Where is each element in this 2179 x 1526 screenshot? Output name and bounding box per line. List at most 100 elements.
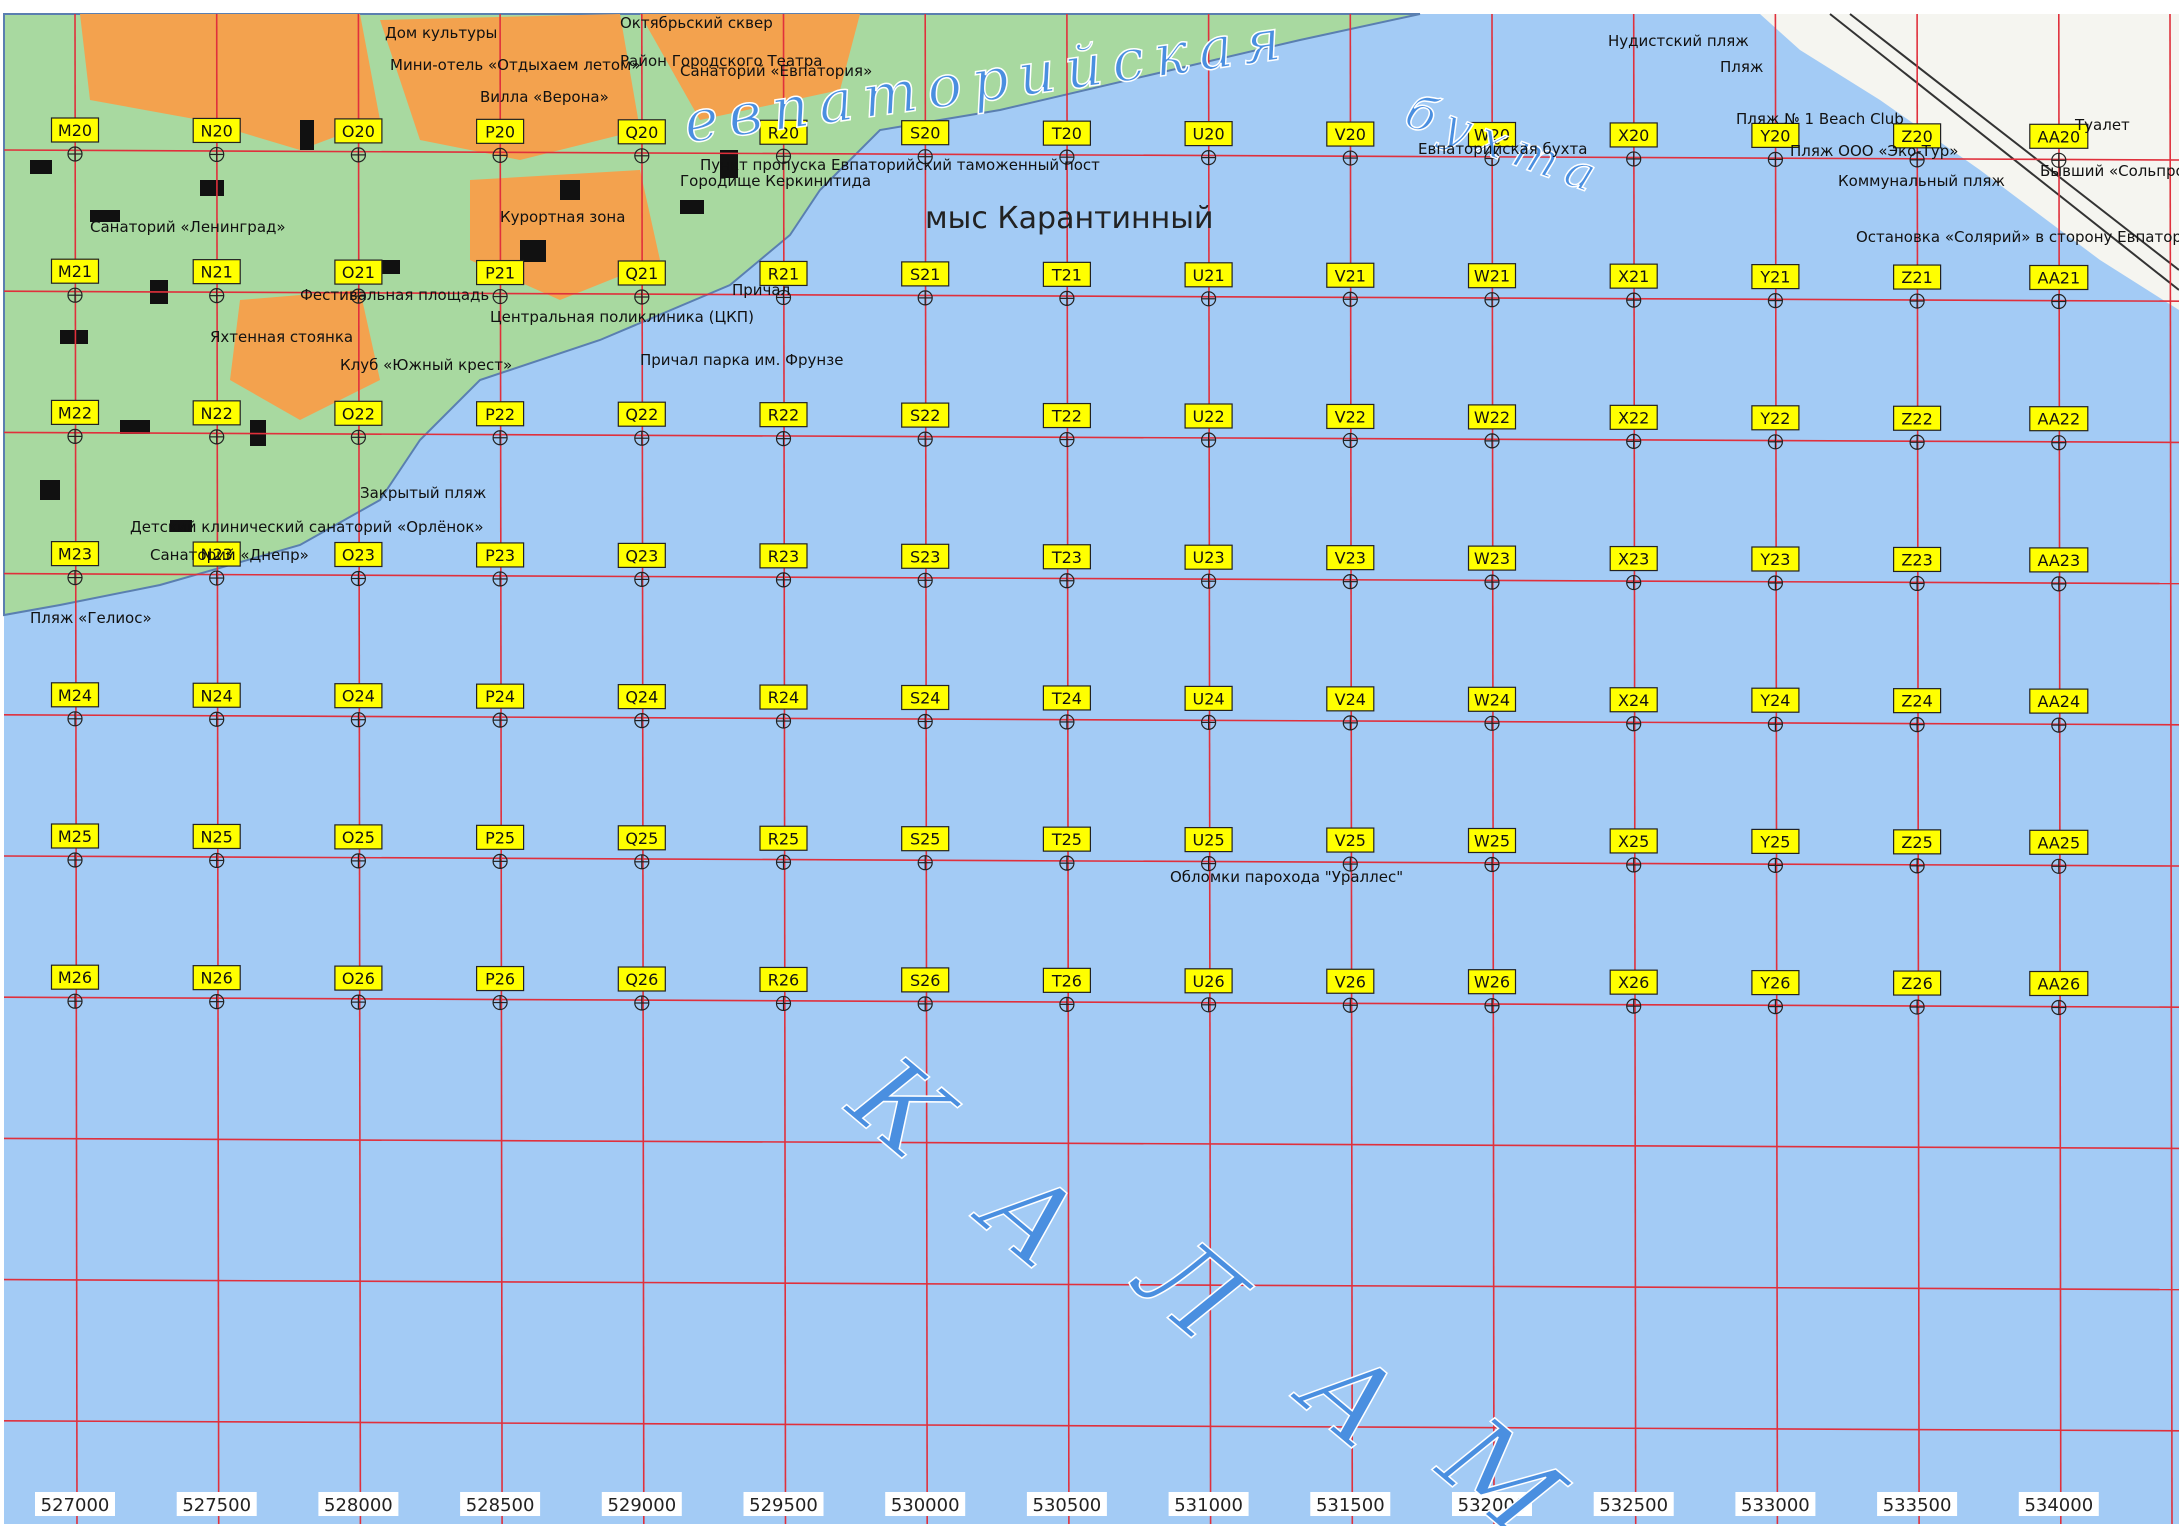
cell-label: W22: [1474, 408, 1510, 427]
easting-box: [1877, 1492, 1958, 1516]
cell-label: V22: [1335, 407, 1366, 426]
cell-label: P21: [485, 264, 515, 283]
cell-label: U26: [1193, 972, 1225, 991]
cell-box: [476, 118, 525, 144]
cell-label: AA20: [2037, 127, 2080, 146]
cell-box: [759, 684, 808, 710]
cell-box: [1184, 826, 1233, 853]
easting-label: 527000: [41, 1495, 110, 1516]
cell-box: [334, 259, 383, 285]
cell-label: Z24: [1901, 692, 1932, 711]
cell-label: T21: [1051, 265, 1082, 284]
cell-box: [1467, 263, 1517, 289]
cell-label: U25: [1193, 831, 1225, 850]
cell-box: [1751, 264, 1800, 290]
cell-box: [1467, 827, 1517, 854]
cell-label: U24: [1193, 689, 1225, 708]
cell-box: [617, 260, 666, 286]
cell-label: N20: [201, 121, 233, 140]
cell-box: [901, 684, 950, 711]
cell-label: Z26: [1901, 974, 1932, 993]
cell-label: S21: [910, 265, 941, 284]
cell-label: T24: [1051, 689, 1082, 708]
cell-box: [192, 400, 241, 426]
cell-label: N21: [201, 263, 233, 282]
cell-label: Z22: [1901, 409, 1932, 428]
cell-label: M26: [58, 968, 92, 987]
cell-box: [1892, 829, 1942, 855]
cell-box: [1326, 262, 1375, 288]
place-name: Яхтенная стоянка: [210, 328, 353, 346]
cell-label: O24: [342, 687, 375, 706]
easting-box: [35, 1492, 115, 1516]
cell-box: [1184, 262, 1233, 288]
cell-box: [1184, 544, 1233, 570]
cell-label: U20: [1193, 125, 1225, 144]
cell-label: R22: [768, 406, 799, 425]
grid-line: [3, 855, 2179, 867]
cell-label: O21: [342, 263, 375, 282]
cell-box: [1892, 546, 1942, 573]
easting-box: [460, 1492, 541, 1516]
cell-box: [476, 824, 525, 850]
cell-label: AA25: [2037, 833, 2080, 852]
easting-box: [1168, 1492, 1249, 1516]
land-east: [1760, 14, 2179, 310]
place-name: Район Городского Театра: [620, 52, 822, 70]
place-name: Туалет: [2074, 116, 2130, 134]
cell-box: [1042, 120, 1092, 146]
cell-box: [1042, 402, 1092, 429]
cell-label: U22: [1193, 407, 1225, 426]
cell-label: X24: [1618, 691, 1649, 710]
cell-box: [476, 401, 525, 427]
place-name: Закрытый пляж: [360, 484, 486, 502]
cell-box: [1326, 545, 1375, 571]
easting-label: 534000: [2024, 1495, 2093, 1516]
cell-box: [901, 120, 950, 146]
cell-label: X23: [1618, 550, 1649, 569]
cell-label: M23: [58, 545, 92, 564]
cell-label: X22: [1618, 408, 1649, 427]
cell-label: P26: [485, 970, 515, 989]
cell-label: AA22: [2037, 410, 2080, 429]
cell-box: [1184, 120, 1233, 147]
cell-box: [192, 541, 241, 567]
cell-label: R26: [768, 970, 799, 989]
cell-label: T25: [1051, 830, 1082, 849]
cell-box: [1184, 403, 1233, 429]
cell-label: S24: [910, 689, 941, 708]
cell-label: Z25: [1901, 833, 1932, 852]
cell-label: P20: [485, 122, 515, 141]
easting-label: 528000: [324, 1495, 393, 1516]
cell-label: X26: [1618, 973, 1649, 992]
easting-box: [318, 1492, 399, 1516]
cell-label: Q26: [625, 970, 658, 989]
cell-box: [759, 402, 808, 428]
cell-label: V21: [1335, 266, 1366, 285]
cell-box: [2029, 547, 2089, 573]
grid-line: [3, 1137, 2179, 1150]
cell-label: O23: [342, 546, 375, 565]
cell-box: [1892, 970, 1942, 996]
cell-box: [901, 826, 950, 852]
cell-label: R24: [768, 688, 799, 707]
cell-box: [617, 825, 666, 851]
easting-label: 527500: [182, 1495, 251, 1516]
cell-label: O26: [342, 969, 375, 988]
cell-label: N26: [201, 969, 233, 988]
cell-box: [617, 683, 666, 710]
cell-label: R20: [768, 123, 799, 142]
cell-label: V24: [1335, 690, 1366, 709]
cell-label: O22: [342, 404, 375, 423]
easting-label: 533500: [1883, 1495, 1952, 1516]
cell-box: [334, 118, 383, 144]
cell-box: [901, 261, 950, 287]
place-name: Пляж № 1 Beach Club: [1736, 110, 1904, 128]
cell-label: M22: [58, 403, 92, 422]
cell-label: Z20: [1901, 127, 1932, 146]
easting-box: [1452, 1492, 1532, 1516]
cell-label: T22: [1051, 407, 1082, 426]
cell-label: T20: [1051, 124, 1082, 143]
place-name: Детский клинический санаторий «Орлёнок»: [130, 518, 484, 536]
cell-box: [2029, 264, 2089, 291]
